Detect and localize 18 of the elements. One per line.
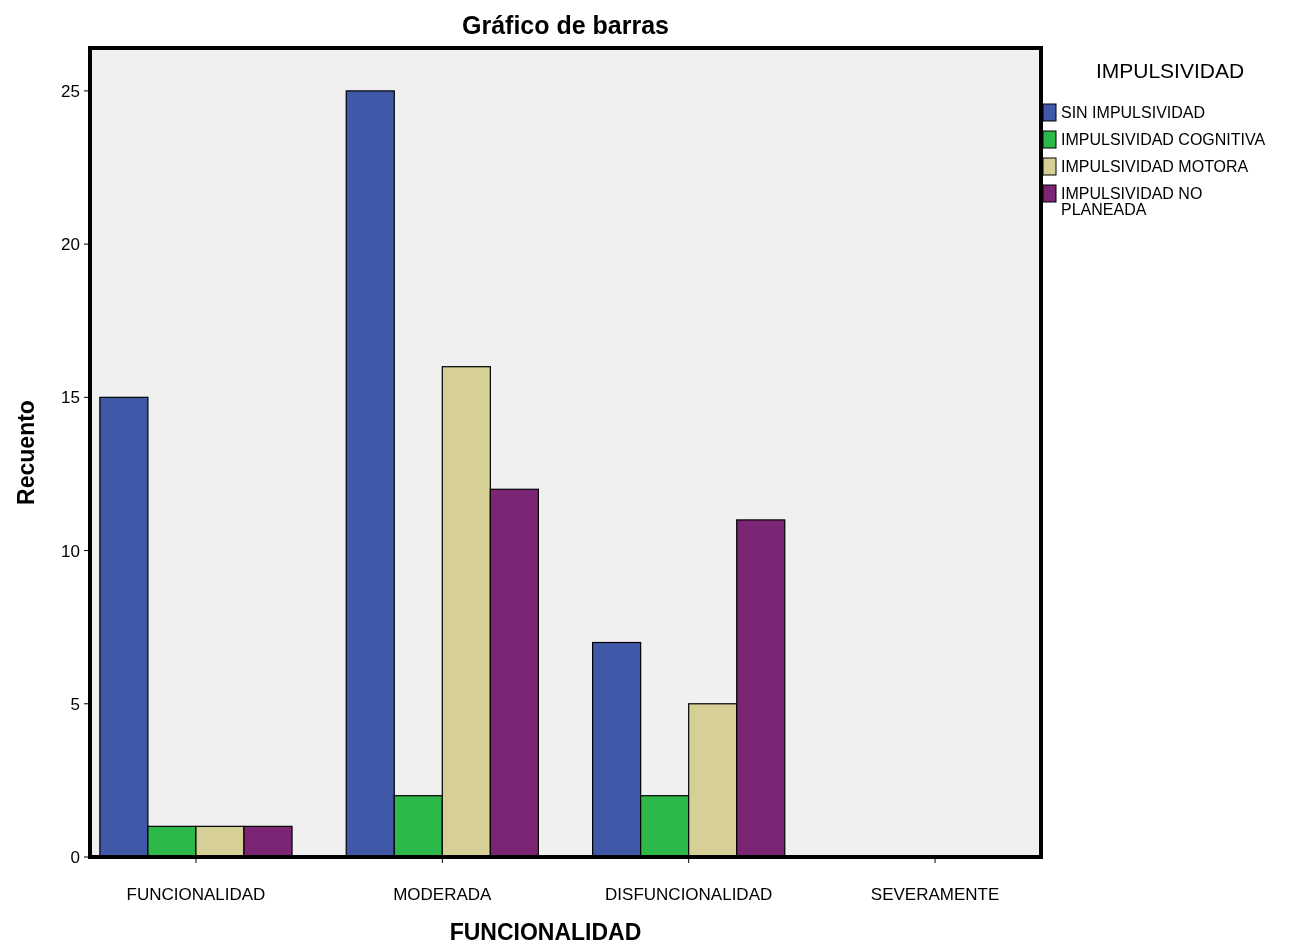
legend-label: IMPULSIVIDAD NO PLANEADA: [1061, 185, 1203, 218]
x-tick-label: FUNCIONALIDAD: [126, 885, 266, 904]
y-tick-label: 10: [61, 541, 80, 561]
y-tick-label: 20: [61, 235, 80, 255]
y-tick-label: 25: [61, 81, 80, 101]
y-tick-label: 15: [61, 388, 80, 408]
x-axis-title: FUNCIONALIDAD: [449, 919, 642, 943]
x-tick-label: MODERADA: [393, 885, 493, 904]
y-tick-label: 5: [70, 694, 80, 714]
legend-label: IMPULSIVIDAD COGNITIVA: [1061, 131, 1266, 148]
legend-label: SIN IMPULSIVIDAD: [1061, 104, 1206, 121]
chart-title: Gráfico de barras: [461, 11, 670, 39]
y-tick-label: 0: [70, 848, 80, 867]
y-axis-title: Recuento: [13, 400, 39, 505]
x-tick-label: SEVERAMENTE: [870, 885, 1000, 904]
legend-label: IMPULSIVIDAD MOTORA: [1061, 158, 1249, 175]
x-tick-label: DISFUNCIONALIDAD: [605, 885, 773, 904]
legend-title: IMPULSIVIDAD: [1095, 59, 1245, 82]
